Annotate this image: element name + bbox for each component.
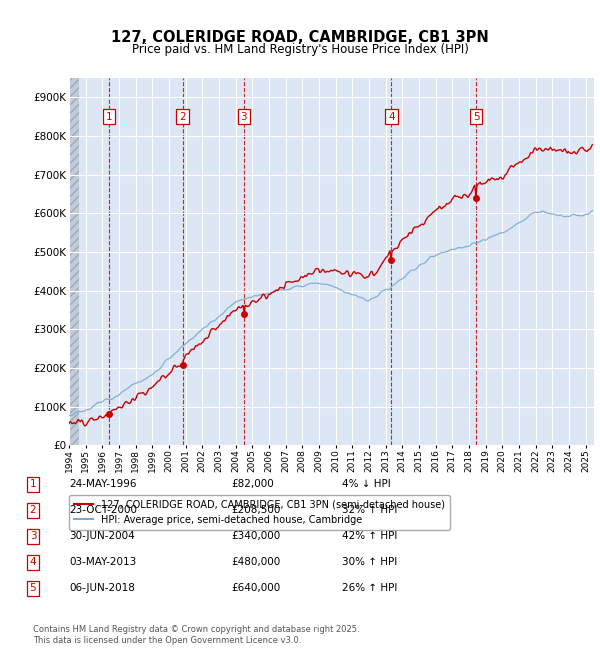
Text: 42% ↑ HPI: 42% ↑ HPI	[342, 531, 397, 541]
Text: 06-JUN-2018: 06-JUN-2018	[69, 583, 135, 593]
Text: 26% ↑ HPI: 26% ↑ HPI	[342, 583, 397, 593]
Text: 32% ↑ HPI: 32% ↑ HPI	[342, 505, 397, 515]
Text: Contains HM Land Registry data © Crown copyright and database right 2025.
This d: Contains HM Land Registry data © Crown c…	[33, 625, 359, 645]
Text: 1: 1	[29, 479, 37, 489]
Text: 2: 2	[29, 505, 37, 515]
Text: 23-OCT-2000: 23-OCT-2000	[69, 505, 137, 515]
Text: £340,000: £340,000	[231, 531, 280, 541]
Text: 30% ↑ HPI: 30% ↑ HPI	[342, 557, 397, 567]
Text: £208,500: £208,500	[231, 505, 280, 515]
Text: 4: 4	[388, 112, 395, 122]
Text: 4: 4	[29, 557, 37, 567]
Text: £82,000: £82,000	[231, 479, 274, 489]
Text: 127, COLERIDGE ROAD, CAMBRIDGE, CB1 3PN: 127, COLERIDGE ROAD, CAMBRIDGE, CB1 3PN	[111, 30, 489, 46]
Text: 3: 3	[241, 112, 247, 122]
Text: 2: 2	[179, 112, 186, 122]
Text: 4% ↓ HPI: 4% ↓ HPI	[342, 479, 391, 489]
Text: 1: 1	[106, 112, 112, 122]
Text: Price paid vs. HM Land Registry's House Price Index (HPI): Price paid vs. HM Land Registry's House …	[131, 43, 469, 56]
Text: 5: 5	[473, 112, 479, 122]
Legend: 127, COLERIDGE ROAD, CAMBRIDGE, CB1 3PN (semi-detached house), HPI: Average pric: 127, COLERIDGE ROAD, CAMBRIDGE, CB1 3PN …	[69, 495, 450, 530]
Bar	[69, 78, 79, 445]
Text: 5: 5	[29, 583, 37, 593]
Text: 03-MAY-2013: 03-MAY-2013	[69, 557, 136, 567]
Text: £640,000: £640,000	[231, 583, 280, 593]
Text: £480,000: £480,000	[231, 557, 280, 567]
Text: 3: 3	[29, 531, 37, 541]
Text: 30-JUN-2004: 30-JUN-2004	[69, 531, 135, 541]
Text: 24-MAY-1996: 24-MAY-1996	[69, 479, 137, 489]
